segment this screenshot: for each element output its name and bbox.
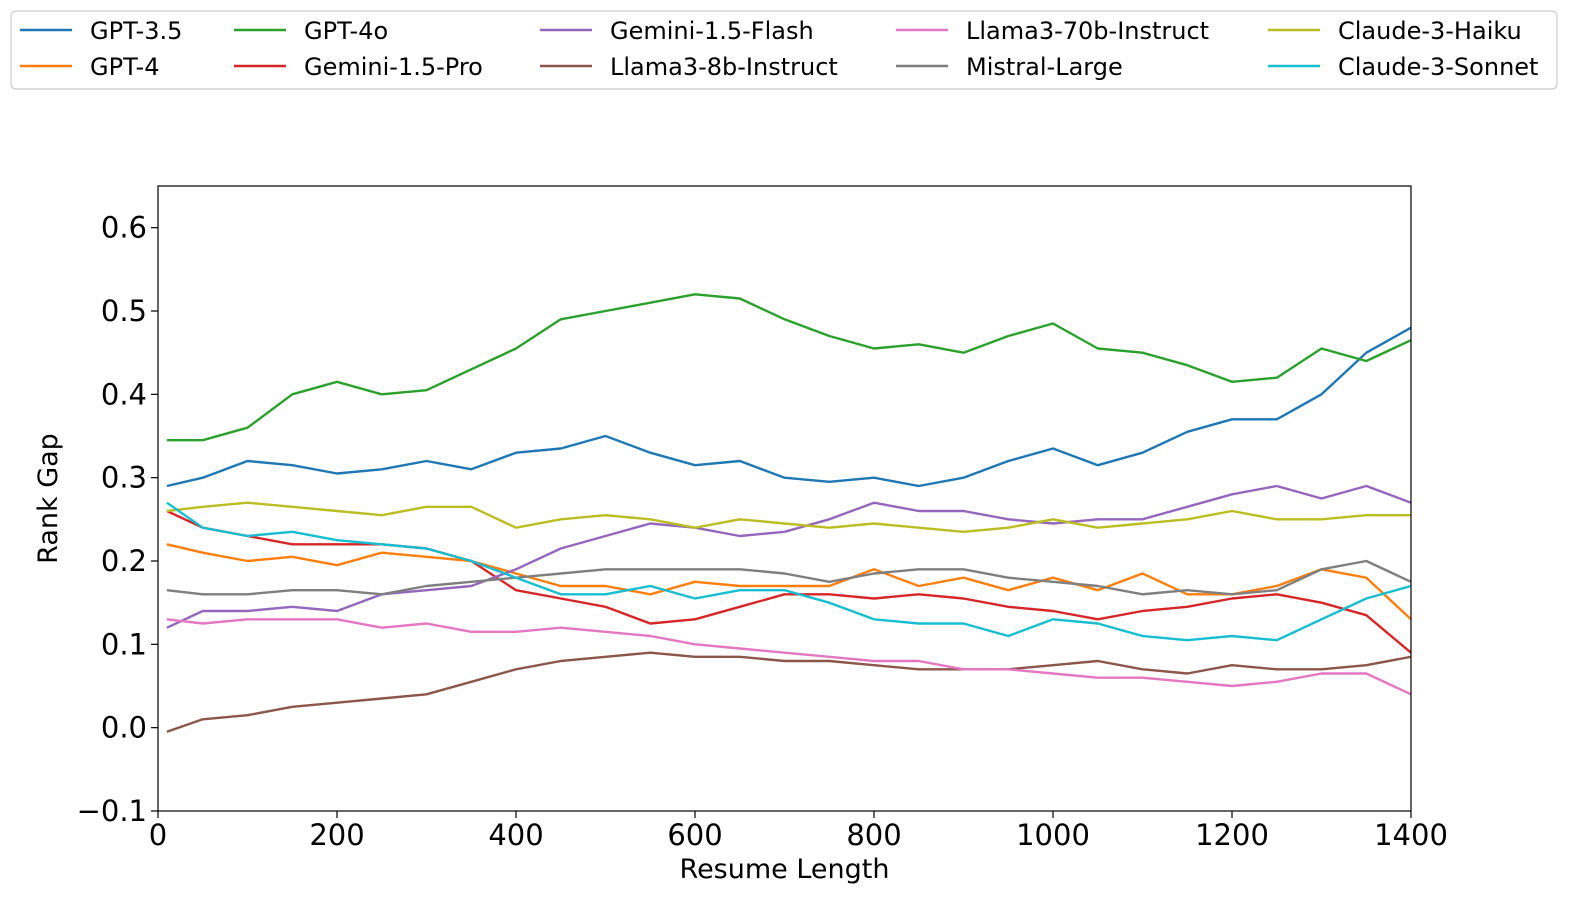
y-tick-label: 0.6 (101, 211, 147, 245)
legend-item: Llama3-70b-Instruct (896, 17, 1209, 45)
y-axis: −0.1 0.0 0.1 0.2 0.3 0.4 0.5 0.6 (77, 211, 158, 828)
legend-item: Claude-3-Haiku (1268, 17, 1522, 45)
y-tick-label: 0.0 (101, 711, 147, 745)
x-tick-label: 400 (488, 818, 543, 852)
series-line-gpt-3-5 (166, 326, 1412, 488)
y-tick-label: 0.3 (101, 461, 147, 495)
legend-label: GPT-3.5 (90, 17, 182, 45)
x-tick-label: 1200 (1195, 818, 1269, 852)
legend-item: Gemini-1.5-Pro (234, 53, 483, 81)
legend-label: Mistral-Large (966, 53, 1123, 81)
series-line-gpt-4o (166, 293, 1412, 442)
series-line-gemini-1-5-flash (166, 484, 1412, 629)
legend-item: GPT-4 (20, 53, 159, 81)
series-line-mistral-large (166, 559, 1412, 596)
series-line-gpt-4 (166, 543, 1412, 621)
x-tick-label: 1000 (1016, 818, 1090, 852)
y-tick-label: 0.1 (101, 627, 147, 661)
x-tick-label: 800 (846, 818, 901, 852)
x-tick-label: 0 (149, 818, 167, 852)
x-axis-label: Resume Length (680, 854, 890, 885)
series-line-gemini-1-5-pro (166, 509, 1412, 654)
legend-item: Mistral-Large (896, 53, 1123, 81)
series-line-llama3-70b-instruct (166, 618, 1412, 696)
series-line-claude-3-sonnet (166, 501, 1412, 642)
legend-label: Claude-3-Sonnet (1338, 53, 1538, 81)
legend-label: GPT-4 (90, 53, 159, 81)
legend-label: Llama3-8b-Instruct (610, 53, 838, 81)
plot-frame (157, 185, 1412, 812)
y-tick-label: 0.2 (101, 544, 147, 578)
legend-item: Claude-3-Sonnet (1268, 53, 1538, 81)
legend-box (10, 10, 1558, 90)
x-axis: 0 200 400 600 800 1000 1200 1400 (149, 811, 1448, 852)
legend-label: Gemini-1.5-Pro (304, 53, 483, 81)
legend-label: Gemini-1.5-Flash (610, 17, 814, 45)
legend-label: GPT-4o (304, 17, 388, 45)
series-line-llama3-8b-instruct (166, 651, 1412, 733)
series-line-claude-3-haiku (166, 501, 1411, 533)
x-tick-label: 600 (667, 818, 722, 852)
x-tick-label: 200 (309, 818, 364, 852)
legend-item: Gemini-1.5-Flash (540, 17, 814, 45)
x-tick-label: 1400 (1374, 818, 1448, 852)
legend: GPT-3.5 GPT-4 GPT-4o Gemini-1.5-Pro Gemini-1… (10, 10, 1558, 90)
legend-item: GPT-3.5 (20, 17, 182, 45)
y-tick-label: −0.1 (77, 794, 147, 828)
legend-item: Llama3-8b-Instruct (540, 53, 838, 81)
plot-lines (166, 293, 1412, 733)
y-tick-label: 0.4 (101, 377, 147, 411)
y-axis-label: Rank Gap (33, 433, 64, 564)
legend-label: Claude-3-Haiku (1338, 17, 1522, 45)
legend-label: Llama3-70b-Instruct (966, 17, 1209, 45)
legend-item: GPT-4o (234, 17, 388, 45)
y-tick-label: 0.5 (101, 294, 147, 328)
